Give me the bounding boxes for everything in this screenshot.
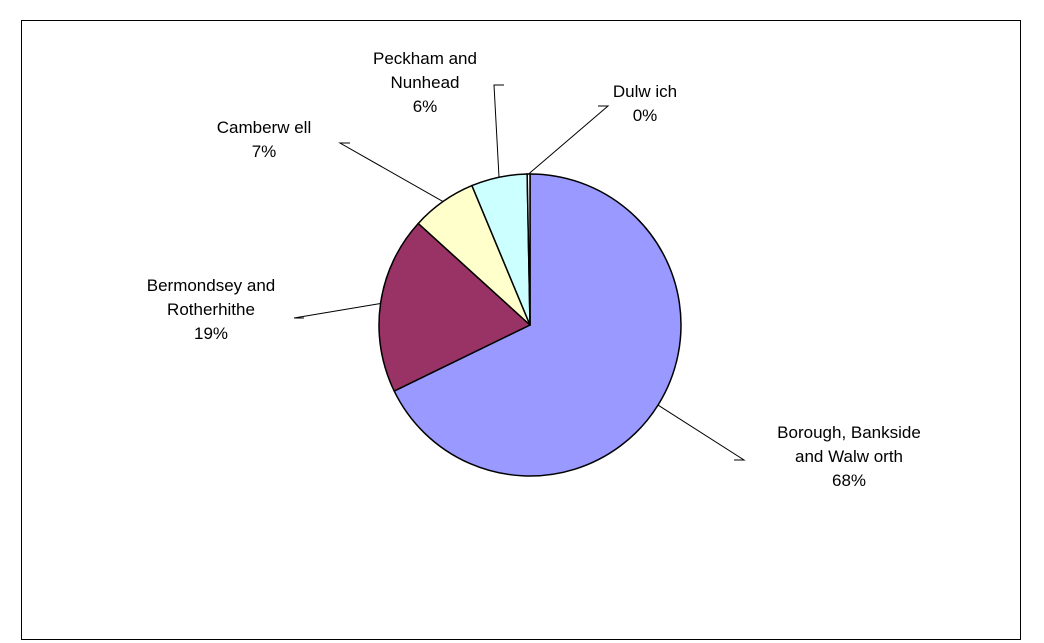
slice-percent-label: 68% [832, 471, 866, 490]
slice-name-label: Camberw ell [217, 118, 311, 137]
pie-slices [378, 173, 682, 477]
leader-line [528, 105, 610, 175]
leader-lines [293, 84, 746, 461]
leader-line [293, 303, 381, 319]
pie-slice [378, 222, 532, 393]
slice-labels: Borough, Bankside and Walw orth 68% Bermond… [147, 49, 921, 490]
leader-line [657, 404, 746, 461]
leader-line [338, 142, 444, 203]
slice-name-label: Nunhead [390, 73, 459, 92]
slice-percent-label: 0% [633, 106, 658, 125]
slice-name-label: Peckham and [373, 49, 477, 68]
slice-name-label: Dulw ich [613, 82, 677, 101]
slice-name-label: Bermondsey and [147, 276, 276, 295]
pie-slice [526, 173, 531, 326]
slice-percent-label: 6% [413, 97, 438, 116]
slice-name-label: Rotherhithe [167, 300, 255, 319]
leader-line [493, 84, 504, 178]
slice-name-label: Borough, Bankside [777, 423, 921, 442]
slice-name-label: and Walw orth [795, 447, 903, 466]
pie-slice [393, 173, 682, 477]
slice-percent-label: 7% [252, 142, 277, 161]
slice-percent-label: 19% [194, 324, 228, 343]
